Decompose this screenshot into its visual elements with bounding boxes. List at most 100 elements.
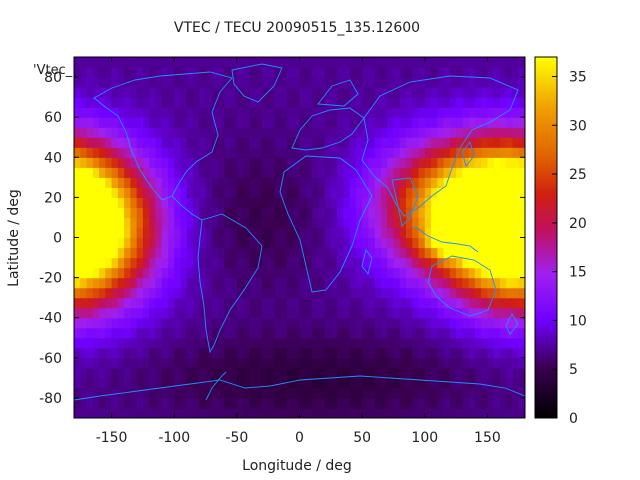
heatmap-cell (193, 167, 200, 178)
heatmap-cell (149, 147, 157, 158)
heatmap-cell (305, 327, 313, 339)
heatmap-cell (111, 397, 119, 409)
heatmap-cell (224, 137, 232, 148)
heatmap-cell (506, 197, 514, 209)
heatmap-cell (130, 197, 138, 209)
heatmap-cell (431, 117, 438, 128)
heatmap-cell (117, 77, 125, 88)
heatmap-cell (324, 137, 332, 148)
heatmap-cell (368, 187, 376, 198)
heatmap-cell (424, 57, 432, 68)
heatmap-cell (368, 387, 376, 399)
heatmap-cell (368, 227, 376, 239)
heatmap-cell (380, 317, 388, 329)
heatmap-cell (481, 287, 489, 299)
coastline-south-america (197, 213, 263, 354)
heatmap-cell (243, 107, 250, 118)
heatmap-cell (274, 107, 282, 118)
heatmap-cell (374, 167, 382, 178)
heatmap-cell (468, 247, 476, 259)
heatmap-cell (431, 347, 438, 359)
heatmap-cell (255, 357, 263, 369)
heatmap-cell (380, 347, 388, 359)
heatmap-cell (349, 137, 357, 148)
heatmap-cell (368, 77, 376, 88)
heatmap-cell (318, 187, 326, 198)
heatmap-cell (261, 307, 269, 319)
heatmap-cell (449, 317, 457, 329)
heatmap-cell (199, 357, 207, 369)
heatmap-cell (431, 137, 438, 148)
heatmap-cell (199, 87, 207, 98)
heatmap-cell (268, 307, 276, 319)
heatmap-cell (86, 347, 94, 359)
heatmap-cell (111, 257, 119, 269)
heatmap-cell (174, 177, 182, 188)
heatmap-cell (418, 267, 426, 279)
heatmap-cell (268, 147, 276, 158)
heatmap-cell (337, 397, 344, 409)
heatmap-cell (393, 277, 401, 289)
heatmap-cell (418, 97, 426, 108)
heatmap-cell (506, 137, 514, 148)
heatmap-cell (293, 177, 301, 188)
heatmap-cell (481, 347, 489, 359)
heatmap-cell (437, 387, 445, 399)
heatmap-cell (349, 407, 357, 418)
heatmap-cell (205, 227, 213, 239)
heatmap-cell (462, 227, 470, 239)
heatmap-cell (487, 247, 495, 259)
heatmap-cell (468, 117, 476, 128)
heatmap-cell (330, 207, 338, 219)
heatmap-cell (368, 267, 376, 279)
heatmap-cell (186, 277, 194, 289)
heatmap-cell (193, 407, 200, 418)
heatmap-cell (199, 227, 207, 239)
heatmap-cell (374, 367, 382, 379)
heatmap-cell (199, 207, 207, 219)
heatmap-cell (205, 277, 213, 289)
heatmap-cell (474, 247, 482, 259)
heatmap-cell (337, 257, 344, 269)
heatmap-cell (80, 167, 88, 178)
heatmap-cell (211, 297, 219, 309)
heatmap-cell (449, 397, 457, 409)
heatmap-cell (230, 87, 238, 98)
heatmap-cell (243, 407, 250, 418)
heatmap-cell (518, 167, 525, 178)
heatmap-cell (105, 357, 113, 369)
heatmap-cell (193, 267, 200, 279)
heatmap-cell (124, 57, 131, 68)
heatmap-cell (274, 387, 282, 399)
heatmap-cell (274, 177, 282, 188)
heatmap-cell (105, 167, 113, 178)
heatmap-cell (155, 377, 163, 389)
heatmap-cell (167, 387, 175, 399)
heatmap-cell (318, 387, 326, 399)
heatmap-cell (155, 407, 163, 418)
heatmap-cell (136, 147, 144, 158)
heatmap-cell (167, 247, 175, 259)
heatmap-cell (431, 217, 438, 229)
heatmap-cell (161, 97, 169, 108)
heatmap-cell (224, 167, 232, 178)
heatmap-cell (380, 227, 388, 239)
heatmap-cell (312, 237, 319, 249)
heatmap-cell (374, 247, 382, 259)
heatmap-cell (111, 247, 119, 259)
heatmap-cell (224, 407, 232, 418)
heatmap-cell (193, 187, 200, 198)
heatmap-cell (343, 367, 351, 379)
heatmap-cell (199, 137, 207, 148)
heatmap-cell (380, 117, 388, 128)
heatmap-cell (374, 197, 382, 209)
heatmap-cell (462, 177, 470, 188)
heatmap-cell (193, 227, 200, 239)
heatmap-cell (324, 197, 332, 209)
heatmap-cell (167, 207, 175, 219)
heatmap-cell (355, 297, 363, 309)
coastline-africa (279, 155, 373, 293)
heatmap-cell (167, 367, 175, 379)
heatmap-cell (349, 97, 357, 108)
heatmap-cell (161, 167, 169, 178)
